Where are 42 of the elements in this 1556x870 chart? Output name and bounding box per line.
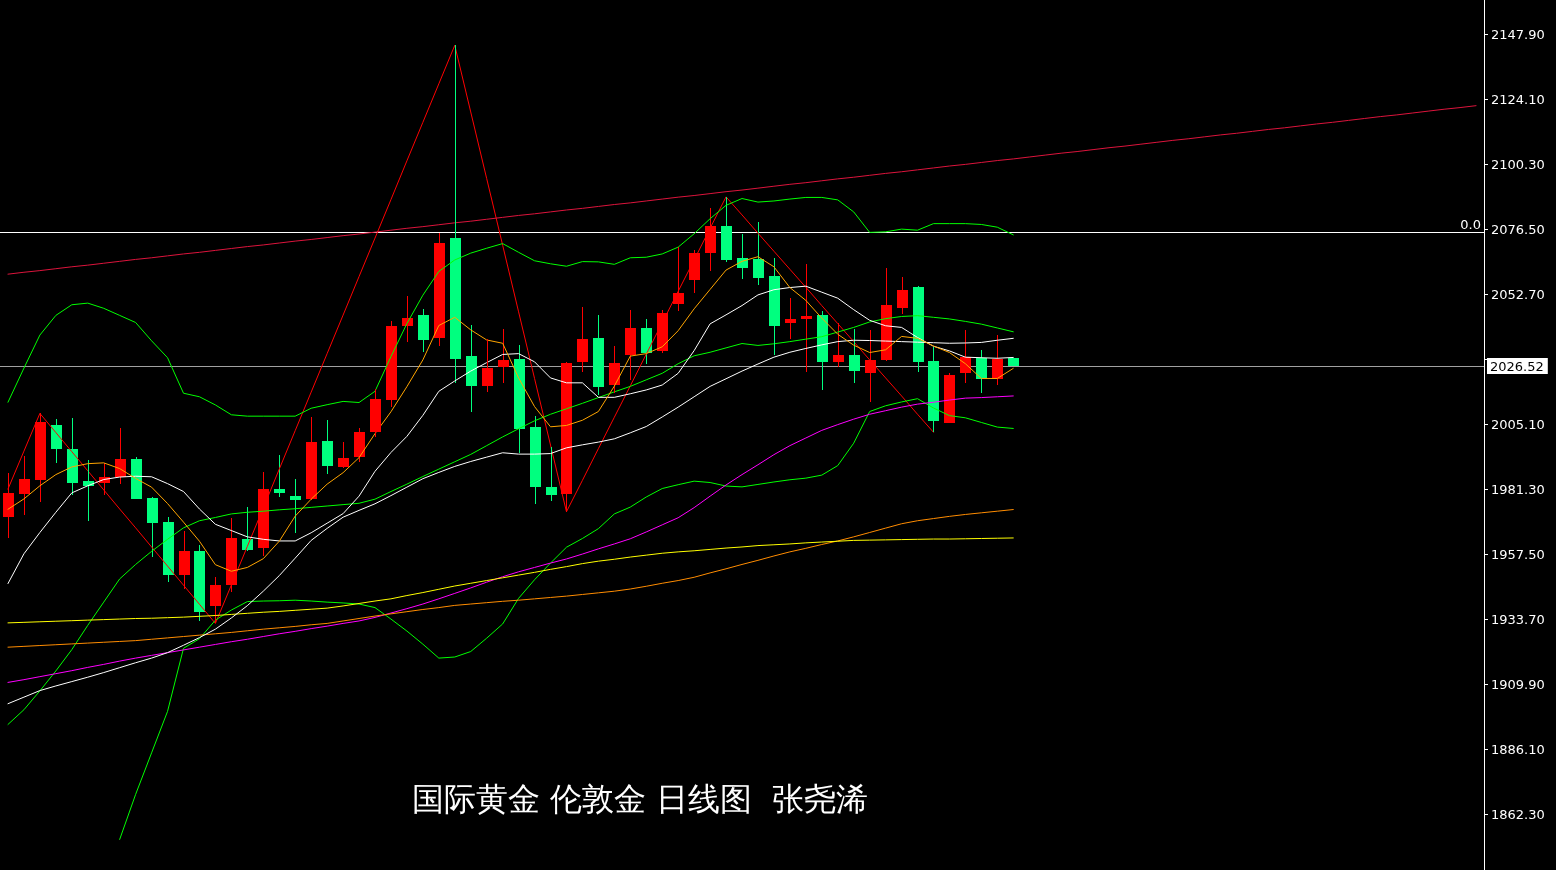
candlestick: [785, 297, 796, 340]
candlestick: [849, 328, 860, 384]
candlestick: [753, 221, 764, 286]
candlestick: [801, 263, 812, 373]
candlestick: [865, 329, 876, 403]
candlestick: [51, 418, 62, 464]
line-series: [7, 44, 934, 624]
candlestick: [577, 306, 588, 373]
y-tick-label: 2124.10: [1491, 92, 1545, 107]
candlestick: [274, 454, 285, 498]
candlestick: [609, 345, 620, 394]
candlestick: [992, 334, 1003, 386]
line-series: [119, 398, 1014, 840]
y-tick-label: 2100.30: [1491, 157, 1545, 172]
candlestick: [673, 246, 684, 312]
y-tick-label: 1886.10: [1491, 742, 1545, 757]
y-tick-label: 2076.50: [1491, 222, 1545, 237]
y-tick-label: 1909.90: [1491, 677, 1545, 692]
candlestick: [546, 446, 557, 502]
y-tick-label: 2005.10: [1491, 417, 1545, 432]
line-series: [7, 509, 1014, 648]
candlestick: [897, 276, 908, 315]
y-tick-label: 1957.50: [1491, 547, 1545, 562]
y-tick-label: 1933.70: [1491, 612, 1545, 627]
candlestick: [976, 349, 987, 394]
candlestick: [19, 455, 30, 516]
candlestick: [290, 478, 301, 534]
annotation: 0.0: [1460, 217, 1481, 232]
candlestick: [482, 338, 493, 393]
y-tick-label: 1862.30: [1491, 807, 1545, 822]
candlestick: [833, 322, 844, 368]
line-series: [7, 196, 1014, 417]
ref-line-label: 2026.52: [1490, 359, 1544, 374]
text: 国际黄金 伦敦金 日线图 张尧浠: [411, 780, 869, 818]
candlestick: [498, 328, 509, 384]
line-series: [7, 537, 1014, 624]
candlestick: [83, 459, 94, 522]
candlestick: [338, 441, 349, 469]
y-tick-label: 2147.90: [1491, 27, 1545, 42]
y-tick-label: 1981.30: [1491, 482, 1545, 497]
line-series: [7, 395, 1014, 683]
y-tick-label: 2052.70: [1491, 287, 1545, 302]
